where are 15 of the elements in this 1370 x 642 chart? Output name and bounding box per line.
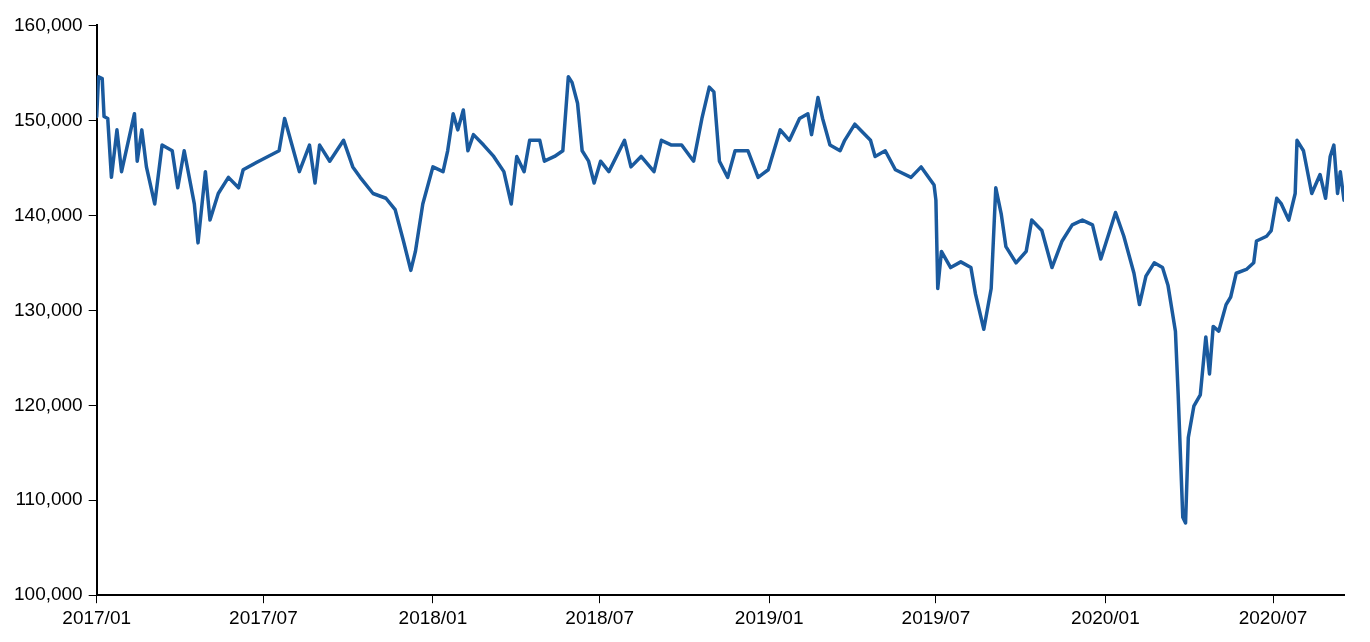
y-tick-label: 140,000	[13, 203, 83, 225]
x-tick-label: 2020/07	[1238, 606, 1308, 628]
x-tick-label: 2017/07	[229, 606, 298, 628]
x-tick-label: 2018/01	[398, 606, 468, 628]
y-tick-label: 100,000	[13, 583, 83, 605]
x-tick-label: 2020/01	[1071, 606, 1140, 628]
x-tick-label: 2018/07	[565, 606, 635, 628]
x-tick-label: 2019/07	[901, 606, 971, 628]
y-tick-label: 120,000	[13, 393, 83, 415]
y-tick-label: 160,000	[13, 13, 83, 35]
y-tick-label: 110,000	[15, 488, 83, 510]
y-tick-label: 150,000	[13, 108, 83, 130]
x-tick-label: 2019/01	[734, 606, 804, 628]
x-tick-label: 2017/01	[62, 606, 132, 628]
y-tick-label: 130,000	[13, 298, 83, 320]
